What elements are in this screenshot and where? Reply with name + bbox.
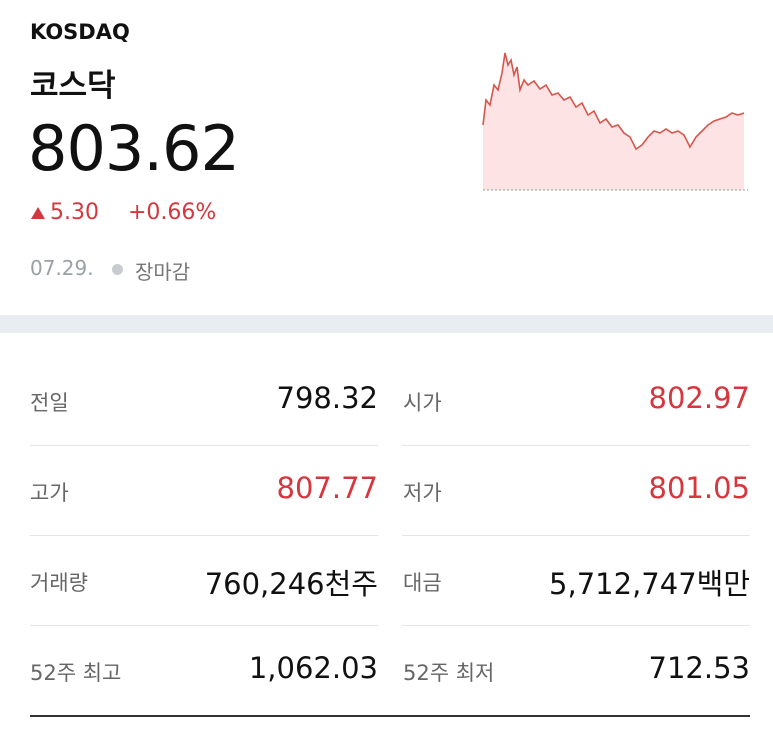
bottom-rule bbox=[30, 715, 750, 717]
stat-label: 거래량 bbox=[30, 571, 88, 595]
stat-value: 5,712,747백만 bbox=[549, 567, 750, 601]
divider-band bbox=[0, 315, 773, 333]
stat-label: 대금 bbox=[403, 571, 442, 595]
stat-label: 전일 bbox=[30, 391, 69, 415]
row-separator bbox=[402, 445, 750, 446]
stat-label: 시가 bbox=[403, 391, 442, 415]
date: 07.29. bbox=[30, 256, 94, 280]
stat-value: 760,246천주 bbox=[204, 567, 378, 601]
row-separator bbox=[30, 535, 378, 536]
row-separator bbox=[30, 445, 378, 446]
change: 5.30 bbox=[50, 200, 99, 225]
stat-label: 저가 bbox=[403, 481, 442, 505]
stat-value: 1,062.03 bbox=[248, 651, 378, 685]
index-name: 코스닥 bbox=[30, 68, 116, 104]
sparkline bbox=[482, 52, 748, 191]
status-dot bbox=[112, 264, 123, 275]
stat-value: 802.97 bbox=[648, 381, 750, 415]
row-separator bbox=[402, 535, 750, 536]
stat-value: 807.77 bbox=[276, 471, 378, 505]
stat-value: 712.53 bbox=[648, 651, 750, 685]
stat-value: 801.05 bbox=[648, 471, 750, 505]
stat-value: 798.32 bbox=[276, 381, 378, 415]
market-status: 장마감 bbox=[135, 260, 191, 284]
row-separator bbox=[30, 625, 378, 626]
change-percent: +0.66% bbox=[128, 200, 217, 225]
stat-label: 52주 최저 bbox=[403, 661, 495, 685]
stat-label: 고가 bbox=[30, 481, 69, 505]
row-separator bbox=[402, 625, 750, 626]
index-code: KOSDAQ bbox=[30, 20, 130, 44]
up-triangle bbox=[31, 207, 45, 219]
stat-label: 52주 최고 bbox=[30, 661, 122, 685]
index-price: 803.62 bbox=[28, 112, 240, 185]
